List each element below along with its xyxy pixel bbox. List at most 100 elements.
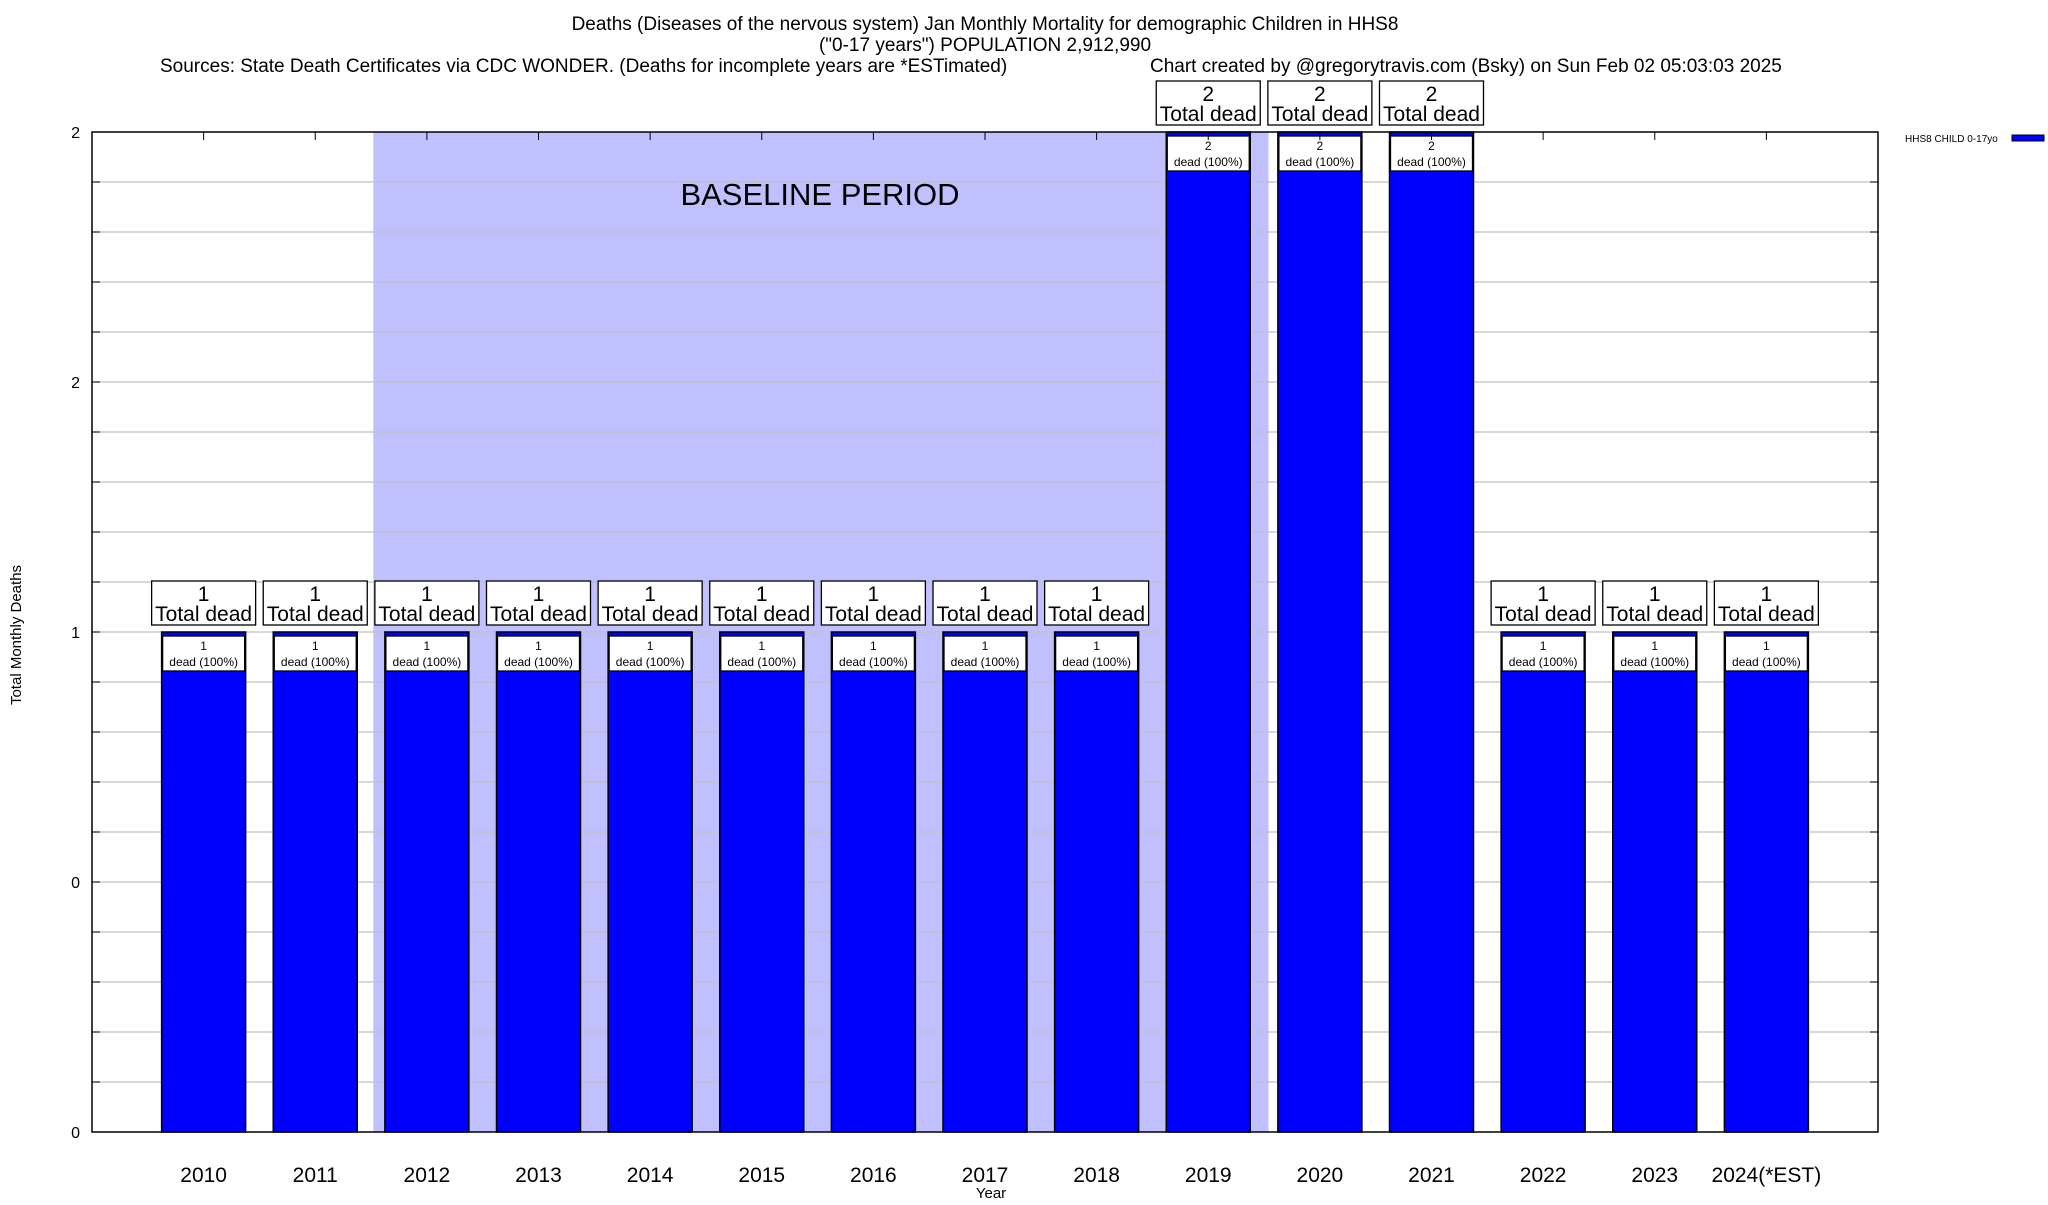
inner-label-text: dead (100%) (727, 655, 796, 669)
total-label-box (374, 580, 480, 626)
chart-subtitle: ("0-17 years") POPULATION 2,912,990 (819, 35, 1151, 56)
total-label-value: 1 (1761, 583, 1773, 606)
inner-label-value: 2 (1205, 139, 1212, 153)
total-label-text: Total dead (713, 603, 810, 626)
bar-inner-label: 2 dead (100%) (1166, 135, 1250, 172)
inner-label-box (161, 635, 246, 672)
inner-label-text: dead (100%) (839, 655, 908, 669)
total-label-text: Total dead (378, 603, 475, 626)
bar-inner-label: 1 dead (100%) (943, 635, 1027, 672)
bar (1165, 131, 1251, 1133)
total-label-text: Total dead (937, 603, 1034, 626)
inner-label-value: 1 (424, 639, 431, 653)
total-label-box (820, 580, 927, 626)
inner-label-value: 1 (870, 639, 877, 653)
inner-label-text: dead (100%) (504, 655, 573, 669)
bar (495, 631, 582, 1133)
inner-label-box (608, 635, 692, 672)
total-label-text: Total dead (490, 603, 587, 626)
inner-label-text: dead (100%) (393, 655, 462, 669)
bar (1723, 631, 1810, 1133)
inner-label-value: 1 (535, 639, 542, 653)
x-tick-label: 2023 (1631, 1164, 1678, 1187)
total-label-value: 1 (533, 583, 545, 606)
bar (1053, 631, 1140, 1133)
inner-label-box (831, 635, 916, 672)
inner-label-text: dead (100%) (951, 655, 1020, 669)
bar-inner-label: 1 dead (100%) (831, 635, 916, 672)
bar-inner-label: 1 dead (100%) (273, 635, 357, 672)
total-label-value: 1 (1091, 583, 1103, 606)
inner-label-value: 1 (1540, 639, 1547, 653)
bar (1388, 131, 1475, 1133)
x-tick-label: 2010 (180, 1164, 227, 1187)
inner-label-box (1501, 635, 1585, 672)
x-tick-label: 2020 (1297, 1164, 1344, 1187)
y-axis-label: Total Monthly Deaths (8, 565, 25, 705)
inner-label-text: dead (100%) (616, 655, 685, 669)
inner-label-value: 1 (1093, 639, 1100, 653)
x-tick-label: 2012 (404, 1164, 451, 1187)
total-label-text: Total dead (825, 603, 922, 626)
bar-inner-label: 1 dead (100%) (1613, 635, 1697, 672)
bar-inner-label: 1 dead (100%) (385, 635, 469, 672)
x-tick-label: 2017 (962, 1164, 1009, 1187)
bar (160, 631, 247, 1133)
x-tick-label: 2018 (1073, 1164, 1120, 1187)
bar (830, 631, 917, 1133)
bar-inner-label: 1 dead (100%) (1501, 635, 1585, 672)
total-label-text: Total dead (1271, 103, 1368, 126)
bar (1612, 631, 1698, 1133)
bar-inner-label: 2 dead (100%) (1389, 135, 1474, 172)
total-label-value: 1 (1537, 583, 1549, 606)
plot-frame (91, 131, 1879, 1133)
inner-label-box (385, 635, 469, 672)
inner-label-value: 2 (1428, 139, 1435, 153)
total-label-box (150, 580, 257, 626)
x-tick-label: 2022 (1520, 1164, 1567, 1187)
inner-label-box (1724, 635, 1809, 672)
y-tick-label: 0 (71, 1125, 80, 1142)
total-label-box (932, 580, 1038, 626)
bar (1500, 631, 1586, 1133)
bar (719, 631, 805, 1133)
x-tick-label: 2015 (738, 1164, 785, 1187)
inner-label-box (943, 635, 1027, 672)
x-tick-label: 2014 (627, 1164, 674, 1187)
inner-label-box (1278, 135, 1362, 172)
total-label-text: Total dead (1048, 603, 1145, 626)
bar (272, 631, 358, 1133)
inner-label-box (1613, 635, 1697, 672)
total-label-value: 1 (309, 583, 321, 606)
bar-inner-label: 1 dead (100%) (608, 635, 692, 672)
inner-label-text: dead (100%) (1620, 655, 1689, 669)
total-label-box (1155, 80, 1261, 126)
baseline-label: BASELINE PERIOD (680, 177, 959, 212)
inner-label-box (273, 635, 357, 672)
total-label-value: 1 (644, 583, 656, 606)
total-label-box (1713, 580, 1820, 626)
y-tick-label: 1 (71, 625, 80, 642)
inner-label-text: dead (100%) (169, 655, 238, 669)
inner-label-value: 1 (1763, 639, 1770, 653)
total-label-box (262, 580, 368, 626)
total-label-box (1378, 80, 1485, 126)
x-tick-label: 2024(*EST) (1712, 1164, 1822, 1187)
inner-label-value: 1 (647, 639, 654, 653)
total-label-value: 1 (1649, 583, 1661, 606)
inner-label-box (1389, 135, 1474, 172)
